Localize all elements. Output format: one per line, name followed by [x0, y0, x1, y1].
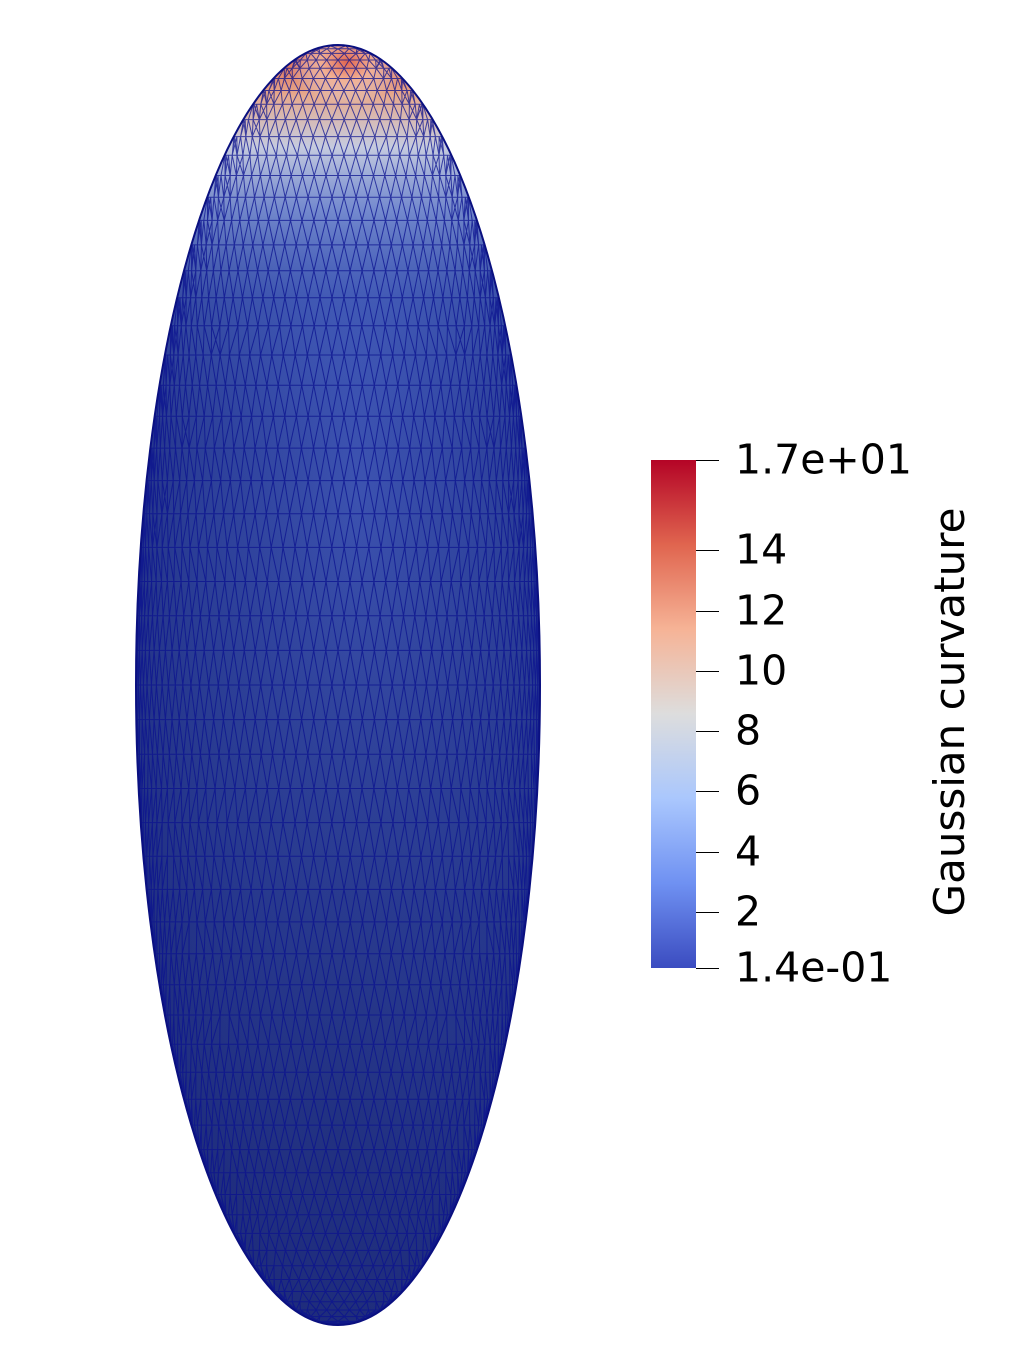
colorbar-tick-mark	[696, 610, 719, 612]
legend-title: Gaussian curvature	[925, 507, 974, 917]
colorbar-tick-mark	[696, 968, 719, 969]
colorbar-tick-label: 10	[735, 646, 788, 695]
colorbar-tick-mark	[696, 851, 719, 853]
ellipsoid-outline	[135, 44, 541, 1326]
colorbar-tick-label: 8	[735, 706, 762, 755]
colorbar-tick-label: 6	[735, 766, 762, 815]
colorbar-tick-mark	[696, 670, 719, 672]
colorbar-tick-mark	[696, 550, 719, 552]
colorbar-tick-label: 1.4e-01	[735, 943, 893, 992]
colorbar	[651, 460, 696, 968]
colorbar-tick-mark	[696, 731, 719, 733]
colorbar-tick-label: 2	[735, 887, 762, 936]
colorbar-tick-label: 12	[735, 586, 788, 635]
colorbar-tick-label: 14	[735, 525, 788, 574]
colorbar-tick-mark	[696, 460, 719, 461]
colorbar-tick-mark	[696, 911, 719, 913]
colorbar-tick-label: 4	[735, 827, 762, 876]
colorbar-tick-mark	[696, 791, 719, 793]
colorbar-tick-label: 1.7e+01	[735, 435, 912, 484]
